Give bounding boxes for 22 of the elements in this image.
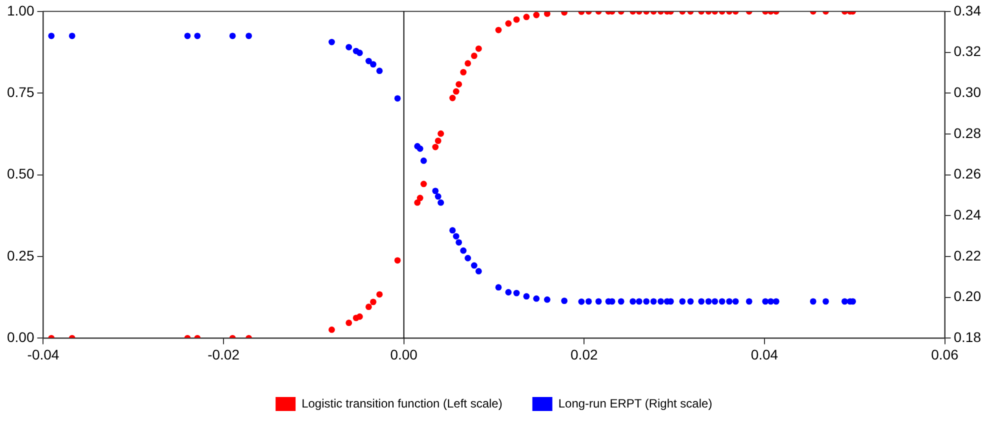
x-tick-label: 0.02 [570,346,598,362]
x-tick-label: 0.04 [750,346,778,362]
y2-tick-label: 0.34 [954,2,982,18]
x-tick-label: -0.04 [27,346,60,362]
y2-tick-label: 0.22 [954,247,982,264]
y2-tick-label: 0.24 [954,206,982,223]
x-tick-label: -0.02 [208,346,240,362]
y2-tick-label: 0.28 [954,124,982,141]
y-tick-label: 1.00 [7,2,34,18]
y2-tick-label: 0.32 [954,43,982,60]
y-tick-label: 0.75 [7,84,34,100]
legend-label: Logistic transition function (Left scale) [302,396,502,410]
y2-tick-label: 0.18 [954,329,982,346]
y2-tick-label: 0.20 [954,288,982,304]
x-tick-label: 0.06 [931,346,959,362]
y-tick-label: 0.00 [7,329,34,346]
legend-label: Long-run ERPT (Right scale) [558,396,712,410]
y-tick-label: 0.25 [7,247,34,264]
y2-tick-label: 0.30 [954,84,982,100]
y-tick-label: 0.50 [7,166,34,182]
y2-tick-label: 0.26 [954,166,982,182]
x-tick-label: 0.00 [390,346,418,362]
